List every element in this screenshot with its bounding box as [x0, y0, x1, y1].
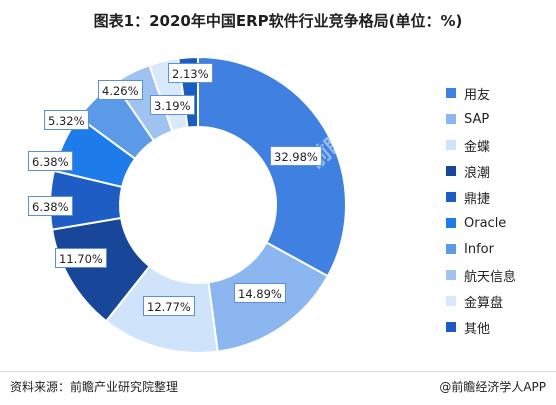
- legend-label: 金算盘: [464, 295, 504, 311]
- donut-slices: [49, 55, 347, 354]
- legend-item-用友: 用友: [446, 80, 516, 106]
- legend-swatch: [446, 270, 456, 280]
- legend-item-Infor: Infor: [446, 236, 516, 262]
- legend-swatch: [446, 322, 456, 332]
- legend-label: SAP: [464, 111, 490, 127]
- slice-label-浪潮: 11.70%: [55, 248, 107, 268]
- legend-item-Oracle: Oracle: [446, 210, 516, 236]
- legend-swatch: [446, 296, 456, 306]
- slice-label-Oracle: 6.38%: [28, 151, 73, 171]
- legend-label: Infor: [464, 241, 494, 257]
- chart-title: 图表1：2020年中国ERP软件行业竞争格局(单位：%): [93, 12, 463, 30]
- legend-label: 金蝶: [464, 139, 491, 155]
- credit-note: @前瞻经济学人APP: [439, 380, 546, 394]
- legend-swatch: [446, 140, 456, 150]
- legend-swatch: [446, 88, 456, 98]
- slice-用友: [197, 55, 347, 278]
- legend-swatch: [446, 166, 456, 176]
- legend-item-鼎捷: 鼎捷: [446, 184, 516, 210]
- legend-swatch: [446, 244, 456, 254]
- slice-label-金蝶: 12.77%: [143, 296, 195, 316]
- legend-item-浪潮: 浪潮: [446, 158, 516, 184]
- source-note: 资料来源：前瞻产业研究院整理: [10, 380, 179, 394]
- footer: 资料来源：前瞻产业研究院整理 @前瞻经济学人APP: [0, 371, 556, 405]
- legend-swatch: [446, 192, 456, 202]
- slice-label-其他: 2.13%: [168, 63, 213, 83]
- legend-item-航天信息: 航天信息: [446, 262, 516, 288]
- slice-label-航天信息: 4.26%: [98, 80, 143, 100]
- legend-label: 其他: [464, 321, 491, 337]
- legend-label: 鼎捷: [464, 191, 491, 207]
- slice-label-用友: 32.98%: [270, 146, 322, 166]
- legend-item-SAP: SAP: [446, 106, 516, 132]
- legend-label: 用友: [464, 87, 491, 103]
- slice-label-金算盘: 3.19%: [150, 95, 195, 115]
- legend-item-金算盘: 金算盘: [446, 288, 516, 314]
- legend-item-其他: 其他: [446, 314, 516, 340]
- legend-label: Oracle: [464, 215, 507, 231]
- legend-swatch: [446, 218, 456, 228]
- legend-item-金蝶: 金蝶: [446, 132, 516, 158]
- legend-label: 浪潮: [464, 165, 491, 181]
- slice-label-Infor: 5.32%: [44, 110, 89, 130]
- legend-swatch: [446, 114, 456, 124]
- slice-label-鼎捷: 6.38%: [28, 196, 73, 216]
- legend-label: 航天信息: [464, 269, 517, 285]
- legend: 用友 SAP 金蝶浪潮鼎捷 Oracle Infor 航天信息金算盘其他: [446, 80, 516, 340]
- slice-label-SAP: 14.89%: [234, 283, 286, 303]
